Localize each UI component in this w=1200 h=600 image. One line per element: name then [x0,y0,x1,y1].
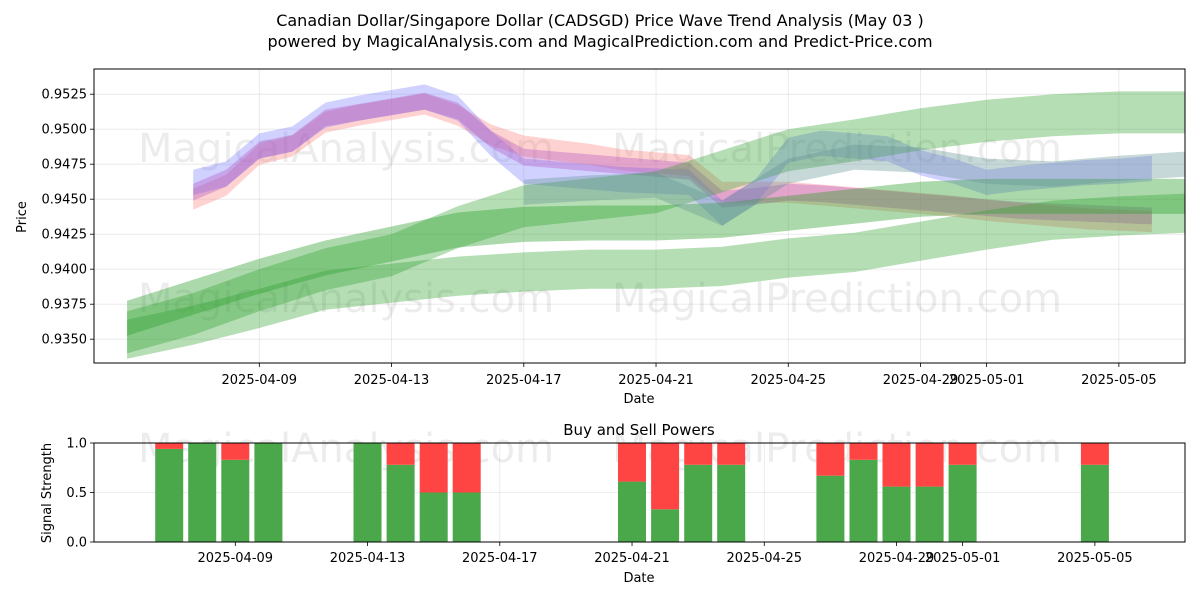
watermark-prediction-mid: MagicalPrediction.com [612,276,1062,322]
sell-bar [452,443,481,493]
signal-x-tick-label: 2025-04-13 [330,551,406,566]
price-y-tick-label: 0.9525 [42,88,88,103]
buy-bar [849,459,878,542]
buy-bar [948,464,977,542]
signal-y-tick-label: 0.0 [66,536,87,551]
signal-bars [155,443,1109,542]
price-x-tick-label: 2025-05-01 [949,373,1025,388]
price-wave-series [127,84,1186,359]
buy-bar [452,492,481,542]
sell-bar [386,443,415,465]
price-chart-panel: MagicalAnalysis.com MagicalPrediction.co… [15,68,1186,407]
signal-x-tick-label: 2025-04-29 [859,551,935,566]
buy-bar [254,443,283,542]
price-y-tick-label: 0.9375 [42,298,88,313]
prediction-wave-green-1-band [127,91,1186,354]
price-x-axis: 2025-04-09 2025-04-13 2025-04-17 2025-04-21… [222,363,1157,388]
buy-bar [386,464,415,542]
signal-x-axis-label: Date [623,571,654,586]
price-x-tick-label: 2025-04-25 [750,373,826,388]
sell-bar [651,443,680,510]
signal-y-axis: 0.0 0.5 1.0 [66,437,94,551]
sell-bar [717,443,746,465]
price-y-axis: 0.9350 0.9375 0.9400 0.9425 0.9450 0.9475 0.95… [42,88,94,348]
signal-x-tick-label: 2025-04-09 [198,551,274,566]
chart-title-line2: powered by MagicalAnalysis.com and Magic… [267,32,932,51]
sell-bar [221,443,250,460]
buy-bar [882,486,911,542]
price-x-tick-label: 2025-04-17 [486,373,562,388]
signal-x-axis: 2025-04-09 2025-04-13 2025-04-17 2025-04-21… [198,542,1133,566]
sell-bar [915,443,944,487]
watermark-analysis-top: MagicalAnalysis.com [138,126,554,172]
signal-chart-title: Buy and Sell Powers [563,421,715,439]
buy-bar [221,459,250,542]
price-x-tick-label: 2025-05-05 [1081,373,1157,388]
price-y-tick-label: 0.9350 [42,333,88,348]
sell-bar [882,443,911,487]
buy-bar [684,464,713,542]
signal-y-axis-label: Signal Strength [40,443,55,543]
buy-bar [1080,464,1109,542]
price-x-tick-label: 2025-04-29 [883,373,959,388]
prediction-wave-green-3-band [127,178,1186,336]
price-x-tick-label: 2025-04-09 [222,373,298,388]
historical-wave-purple-band [193,92,1152,225]
price-y-tick-label: 0.9400 [42,263,88,278]
watermark-analysis-mid: MagicalAnalysis.com [138,276,554,322]
sell-bar [1080,443,1109,465]
price-plot-area [94,69,1185,363]
watermark-prediction-top: MagicalPrediction.com [612,126,1062,172]
buy-bar [651,509,680,542]
signal-x-tick-label: 2025-05-05 [1057,551,1133,566]
price-x-axis-label: Date [623,392,654,407]
price-gridlines [94,69,1185,363]
sell-bar [684,443,713,465]
sell-bar [155,443,184,449]
buy-bar [618,481,646,542]
sell-bar [419,443,448,493]
buy-bar [188,443,217,542]
price-y-tick-label: 0.9425 [42,228,88,243]
price-y-tick-label: 0.9475 [42,158,88,173]
signal-x-tick-label: 2025-04-17 [462,551,538,566]
price-y-axis-label: Price [15,201,30,233]
signal-x-tick-label: 2025-05-01 [925,551,1001,566]
chart-title-line1: Canadian Dollar/Singapore Dollar (CADSGD… [276,11,924,30]
buy-bar [419,492,448,542]
price-y-tick-label: 0.9450 [42,193,88,208]
sell-bar [948,443,977,465]
sell-bar [816,443,845,476]
signal-y-tick-label: 0.5 [66,486,87,501]
sell-bar [618,443,646,482]
signal-x-tick-label: 2025-04-21 [594,551,670,566]
buy-bar [915,486,944,542]
buy-bar [353,443,382,542]
sell-bar [849,443,878,460]
buy-bar [717,464,746,542]
signal-chart-panel: Buy and Sell Powers MagicalAnalysis.com … [40,421,1186,586]
price-plot-frame [93,68,1186,364]
signal-x-tick-label: 2025-04-25 [726,551,802,566]
price-x-tick-label: 2025-04-13 [354,373,430,388]
price-x-tick-label: 2025-04-21 [618,373,694,388]
prediction-wave-teal-band [523,144,1185,226]
buy-bar [816,475,845,542]
buy-bar [155,448,184,542]
prediction-wave-green-2-band [127,193,1186,359]
price-y-tick-label: 0.9500 [42,123,88,138]
signal-y-tick-label: 1.0 [66,437,87,452]
historical-wave-red-band [193,93,1152,233]
